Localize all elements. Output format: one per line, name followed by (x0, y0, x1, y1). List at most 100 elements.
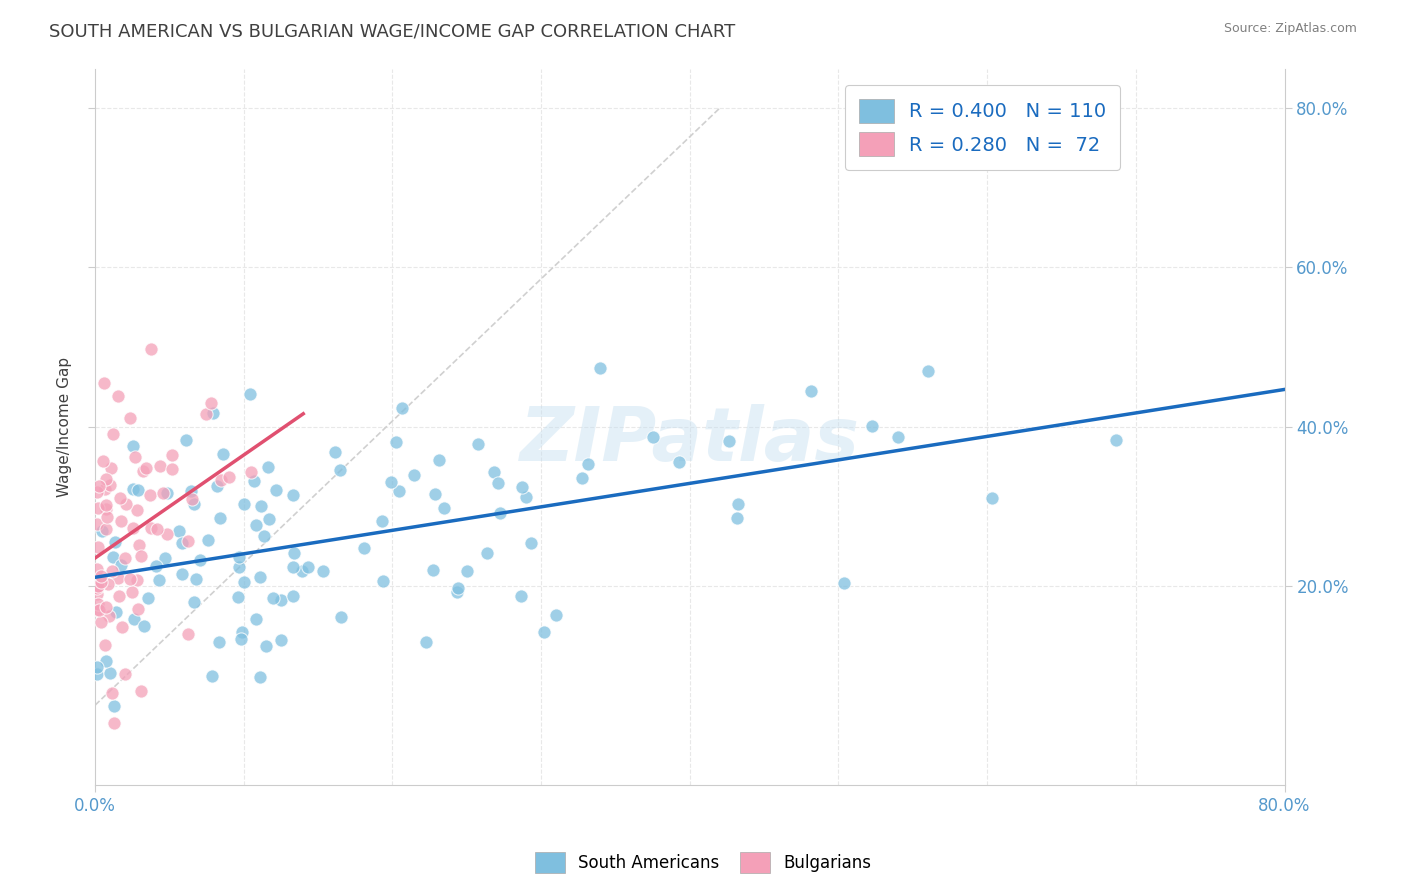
Point (87, 541, 110, 555)
Point (124, 450, 146, 465)
Point (291, 564, 314, 578)
Point (107, 389, 129, 403)
Point (103, 698, 125, 713)
Point (101, 686, 124, 700)
Point (482, 465, 505, 479)
Point (297, 560, 319, 574)
Point (281, 488, 304, 502)
Point (110, 514, 132, 528)
Point (718, 434, 741, 449)
Point (96, 654, 118, 668)
Point (427, 452, 450, 467)
Point (118, 411, 141, 425)
Point (232, 575, 254, 590)
Point (201, 669, 224, 683)
Point (520, 536, 543, 550)
Point (100, 564, 122, 578)
Point (86, 562, 108, 576)
Point (108, 491, 131, 505)
Point (467, 437, 489, 451)
Point (544, 607, 567, 622)
Point (981, 491, 1004, 506)
Point (257, 460, 280, 475)
Point (86, 581, 108, 595)
Point (128, 538, 150, 552)
Point (103, 716, 125, 731)
Point (510, 481, 533, 495)
Point (105, 605, 128, 619)
Point (240, 465, 263, 479)
Point (371, 574, 394, 589)
Point (86, 517, 108, 532)
Point (93, 376, 115, 391)
Point (456, 565, 478, 579)
Point (152, 486, 174, 500)
Point (127, 601, 149, 615)
Point (135, 461, 157, 475)
Point (131, 549, 153, 563)
Point (208, 634, 231, 648)
Point (228, 550, 250, 565)
Point (94, 502, 117, 516)
Point (727, 498, 749, 512)
Point (107, 571, 129, 585)
Point (281, 589, 304, 603)
Legend: R = 0.400   N = 110, R = 0.280   N =  72: R = 0.400 N = 110, R = 0.280 N = 72 (845, 86, 1121, 169)
Point (156, 527, 179, 541)
Point (91, 454, 114, 468)
Point (103, 549, 125, 564)
Point (86, 597, 108, 611)
Point (121, 585, 143, 599)
Point (391, 401, 413, 415)
Point (89, 478, 111, 492)
Point (153, 550, 176, 565)
Point (100, 460, 122, 475)
Point (254, 639, 277, 653)
Point (97, 577, 120, 591)
Point (385, 435, 408, 450)
Point (127, 574, 149, 588)
Point (98, 665, 121, 680)
Point (475, 546, 498, 560)
Text: Source: ZipAtlas.com: Source: ZipAtlas.com (1223, 22, 1357, 36)
Point (98, 477, 121, 491)
Text: SOUTH AMERICAN VS BULGARIAN WAGE/INCOME GAP CORRELATION CHART: SOUTH AMERICAN VS BULGARIAN WAGE/INCOME … (49, 22, 735, 40)
Point (86, 603, 108, 617)
Point (94, 473, 117, 487)
Point (205, 479, 228, 493)
Point (832, 576, 855, 591)
Point (180, 492, 202, 507)
Point (162, 461, 184, 475)
Point (180, 483, 202, 498)
Point (209, 473, 232, 487)
Point (194, 407, 217, 421)
Point (446, 581, 468, 595)
Point (283, 559, 305, 574)
Point (108, 589, 131, 603)
Point (86, 501, 108, 516)
Point (114, 550, 136, 565)
Point (86, 660, 108, 674)
Point (245, 612, 267, 626)
Point (87, 579, 110, 593)
Point (571, 471, 593, 485)
Point (218, 470, 240, 484)
Point (917, 364, 939, 378)
Point (208, 511, 231, 525)
Point (90, 615, 112, 629)
Point (94, 522, 117, 536)
Point (422, 563, 444, 577)
Point (388, 484, 411, 499)
Point (127, 483, 149, 498)
Point (402, 467, 425, 482)
Point (156, 485, 179, 500)
Point (250, 499, 273, 513)
Point (184, 572, 207, 586)
Point (589, 361, 612, 376)
Point (86, 587, 108, 601)
Point (860, 418, 883, 433)
Point (353, 541, 375, 555)
Point (177, 534, 200, 549)
Point (167, 524, 190, 538)
Point (149, 458, 172, 473)
